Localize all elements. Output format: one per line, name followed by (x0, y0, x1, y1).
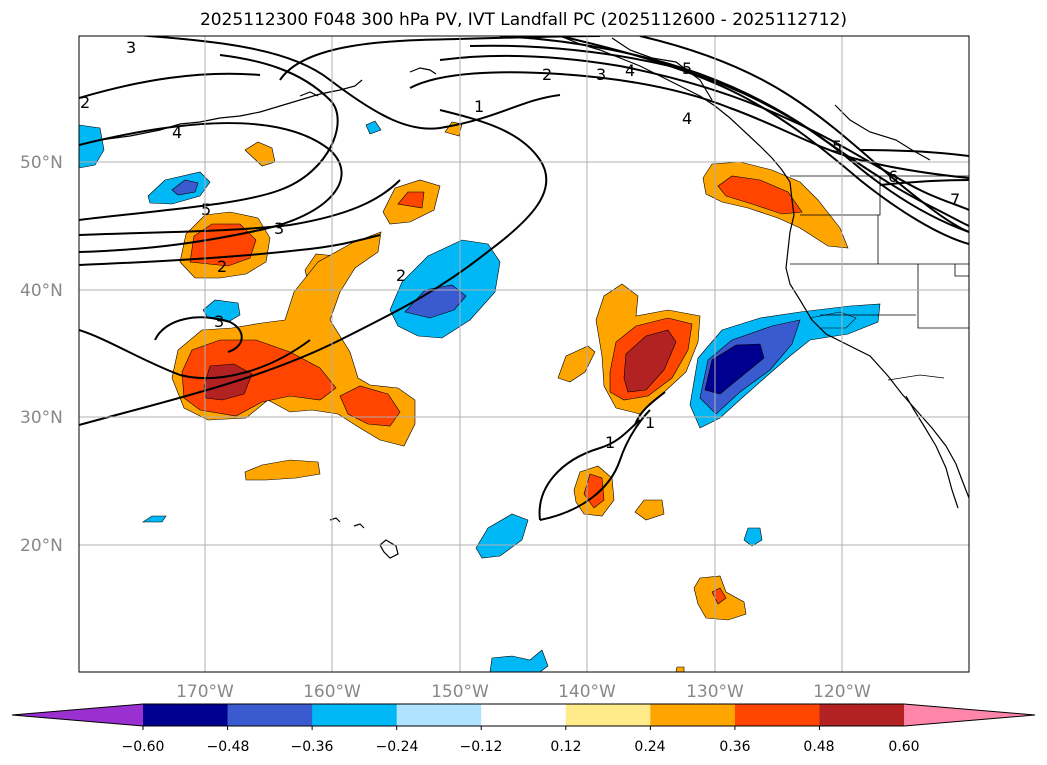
colorbar-tick-label: −0.24 (376, 739, 419, 755)
contour-label: 3 (596, 65, 606, 84)
lon-label: 160°W (303, 682, 361, 702)
colorbar-segment (227, 704, 313, 726)
pos-anomaly-region (675, 666, 685, 672)
contour-label: 1 (605, 433, 615, 452)
contour-label: 3 (274, 219, 284, 238)
contour-label: 5 (682, 59, 692, 78)
contour-label: 4 (682, 109, 692, 128)
neg-anomaly-region (365, 120, 382, 135)
neg-anomaly-region (171, 179, 199, 196)
colorbar-extend-high (904, 704, 1035, 726)
colorbar-tick-label: −0.12 (460, 739, 503, 755)
contour-label: 2 (217, 257, 227, 276)
colorbar-tick-label: −0.60 (122, 739, 165, 755)
contour-label: 2 (80, 93, 90, 112)
map-frame (78, 35, 970, 673)
contour-label: 5 (832, 137, 842, 156)
colorbar-tick-label: 0.60 (888, 739, 919, 755)
pos-anomaly-region (244, 141, 276, 167)
colorbar-segment (819, 704, 905, 726)
colorbar-tick-label: 0.36 (719, 739, 750, 755)
colorbar-tick-label: 0.24 (634, 739, 665, 755)
colorbar-tick-label: −0.48 (207, 739, 250, 755)
pos-anomaly-region (397, 191, 425, 209)
colorbar-segment (312, 704, 398, 726)
colorbar-ticks: −0.60 −0.48 −0.36 −0.24 −0.12 0.12 0.24 … (122, 739, 920, 755)
neg-anomaly-region (489, 649, 549, 672)
lat-label: 50°N (20, 153, 63, 173)
neg-anomaly-region (704, 343, 765, 395)
colorbar-segment (143, 704, 229, 726)
pos-anomaly-region (634, 499, 665, 521)
contour-label-layer: 3 2 4 5 3 2 3 2 1 2 3 4 5 6 7 1 1 4 5 (80, 38, 960, 452)
colorbar-extend-low (12, 704, 143, 726)
lat-label: 40°N (20, 281, 63, 301)
neg-anomaly-region (79, 124, 105, 169)
contour-label: 4 (625, 61, 635, 80)
colorbar-segment (396, 704, 482, 726)
colorbar-segment (650, 704, 736, 726)
political-borders (790, 175, 969, 381)
contour-label: 3 (214, 312, 224, 331)
map-plot-area: 3 2 4 5 3 2 3 2 1 2 3 4 5 6 7 1 1 4 5 (79, 36, 969, 672)
pos-anomaly-region (717, 175, 803, 215)
pos-anomaly-region (244, 459, 321, 481)
contour-label: 1 (474, 97, 484, 116)
lat-label: 20°N (20, 536, 63, 556)
colorbar-segment (565, 704, 651, 726)
lon-label: 130°W (686, 682, 744, 702)
colorbar-tick-label: −0.36 (291, 739, 334, 755)
pos-anomaly-region (339, 385, 401, 427)
contour-label: 3 (126, 38, 136, 57)
contour-label: 2 (542, 65, 552, 84)
chart-title: 2025112300 F048 300 hPa PV, IVT Landfall… (199, 10, 847, 30)
lon-label: 140°W (558, 682, 616, 702)
contour-label: 2 (396, 266, 406, 285)
neg-anomaly-region (689, 303, 881, 429)
pos-anomaly-region (623, 329, 677, 393)
pv-contours (79, 36, 969, 521)
lat-label: 30°N (20, 408, 63, 428)
colorbar-tick-label: 0.48 (803, 739, 834, 755)
lon-label: 170°W (176, 682, 234, 702)
contour-label: 7 (950, 190, 960, 209)
neg-anomaly-region (475, 513, 529, 559)
contour-label: 5 (201, 200, 211, 219)
contour-label: 4 (172, 123, 182, 142)
colorbar-segment (481, 704, 567, 726)
colorbar-segment (734, 704, 820, 726)
lon-label: 120°W (813, 682, 871, 702)
pos-anomaly-region (557, 345, 596, 383)
gridlines (79, 36, 969, 672)
contour-label: 6 (888, 167, 898, 186)
colorbar (11, 703, 1036, 730)
contour-label: 1 (645, 413, 655, 432)
neg-anomaly-region (142, 515, 167, 523)
colorbar-tick-label: 0.12 (550, 739, 581, 755)
lon-label: 150°W (431, 682, 489, 702)
